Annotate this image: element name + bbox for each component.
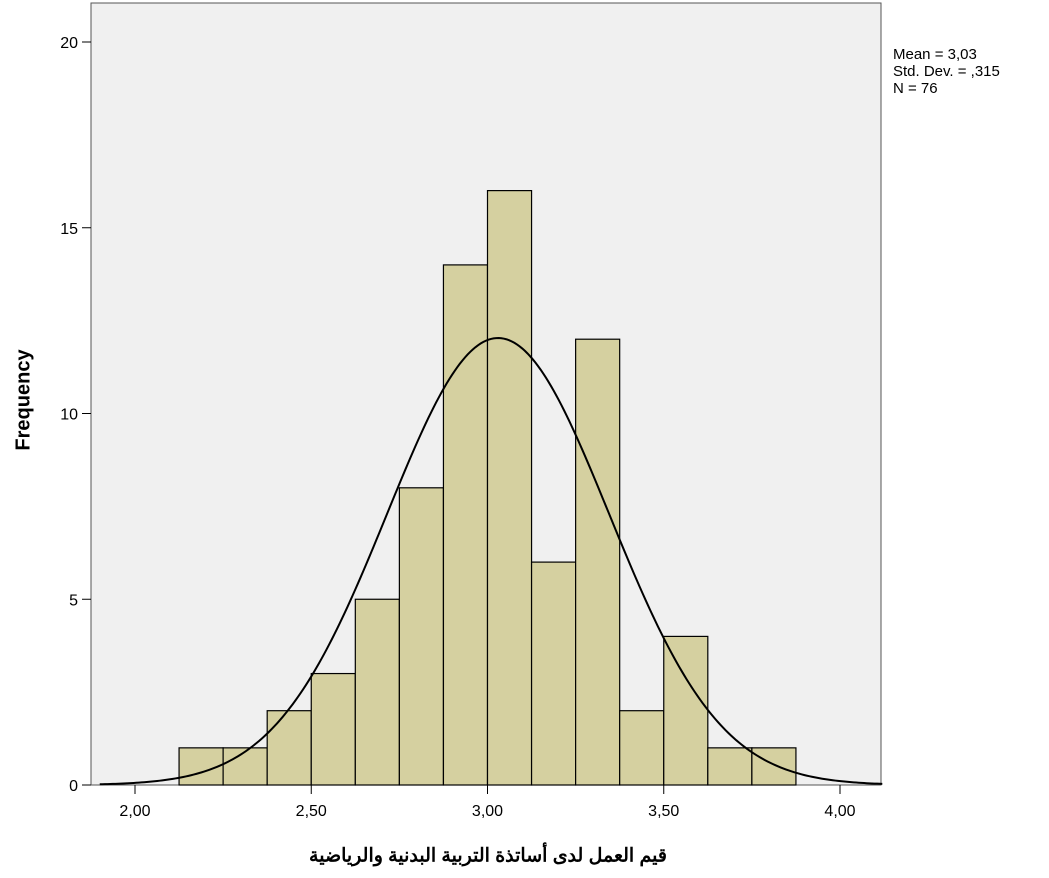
histogram-bar (398, 487, 445, 786)
histogram-bar (707, 747, 753, 786)
x-tick-label: 2,00 (119, 803, 150, 820)
stats-mean: Mean = 3,03 (893, 46, 977, 63)
x-tick-label: 4,00 (824, 803, 855, 820)
y-tick-label: 10 (60, 407, 78, 424)
normal-curve (99, 337, 883, 786)
y-tick-label: 5 (69, 592, 78, 609)
bars-group (178, 190, 797, 786)
histogram-bar (486, 190, 533, 786)
histogram-bar (442, 264, 489, 786)
stats-box: Mean = 3,03 Std. Dev. = ,315 N = 76 (893, 46, 1000, 97)
x-tick-label: 2,50 (296, 803, 327, 820)
histogram-bar (619, 710, 665, 786)
histogram-bar (751, 747, 797, 786)
x-tick-label: 3,00 (472, 803, 503, 820)
histogram-bar (310, 672, 356, 786)
histogram-bar (354, 598, 400, 786)
y-tick-label: 0 (69, 778, 78, 795)
histogram-bar (575, 338, 621, 786)
histogram-bar (222, 747, 268, 786)
y-axis: 0 5 10 15 20 (60, 35, 91, 795)
histogram-bar (530, 561, 577, 786)
y-tick-label: 20 (60, 35, 78, 52)
stats-n: N = 76 (893, 80, 938, 97)
histogram-bar (266, 710, 312, 786)
y-axis-label: Frequency (12, 349, 35, 451)
histogram-bar (663, 635, 709, 786)
y-tick-label: 15 (60, 221, 78, 238)
x-tick-label: 3,50 (648, 803, 679, 820)
x-axis-label: قيم العمل لدى أساتذة التربية البدنية وال… (309, 845, 667, 867)
stats-std-dev: Std. Dev. = ,315 (893, 63, 1000, 80)
x-axis: 2,00 2,50 3,00 3,50 4,00 (119, 785, 856, 820)
